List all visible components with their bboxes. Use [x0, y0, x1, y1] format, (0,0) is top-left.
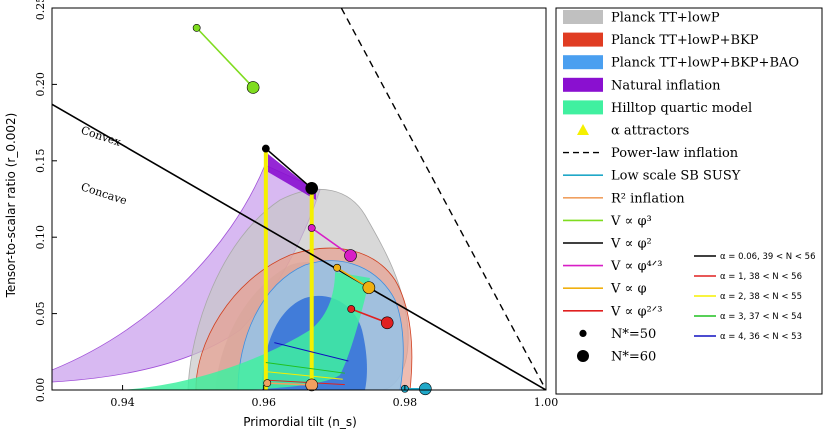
legend-dot-small	[579, 329, 587, 337]
x-axis-label: Primordial tilt (n_s)	[243, 415, 357, 429]
legend-item-v: V ∝ φ	[563, 282, 647, 297]
legend-label: Natural inflation	[611, 78, 721, 93]
line-r-2-inflation	[267, 382, 312, 386]
x-tick-label-1-00: 1.00	[534, 396, 559, 409]
series-lines	[52, 8, 546, 390]
marker-n50-5	[263, 379, 272, 388]
hilltop-quartic-band	[120, 272, 370, 390]
legend-item-planck-tt-lowp: Planck TT+lowP	[563, 10, 720, 26]
alpha-legend-item-0-06-39-n-56: α = 0.06, 39 < N < 56	[694, 252, 816, 262]
y-tick-label-0-15: 0.15	[34, 149, 47, 174]
legend-item-power-law-inflation: Power-law inflation	[563, 146, 739, 161]
y-tick-label-0-00: 0.00	[34, 378, 47, 403]
alpha-legend-label: α = 3, 37 < N < 54	[720, 312, 802, 322]
alpha-line-3-37-n-54	[265, 362, 345, 374]
legend-label: Power-law inflation	[611, 146, 739, 161]
legend-item-v: V ∝ φ³	[563, 214, 652, 229]
alpha-legend: α = 0.06, 39 < N < 56 α = 1, 38 < N < 56 α…	[694, 252, 816, 342]
legend-box	[555, 7, 823, 395]
alpha-legend-label: α = 4, 36 < N < 53	[720, 332, 802, 342]
alpha-legend-label: α = 1, 38 < N < 56	[720, 272, 802, 282]
marker-n60-0	[246, 81, 260, 94]
alpha-legend-label: α = 0.06, 39 < N < 56	[720, 252, 816, 262]
marker-n50-2	[307, 224, 316, 232]
y-tick-label-0-20: 0.20	[34, 72, 47, 97]
legend-label: V ∝ φ	[610, 282, 647, 297]
y-tick-label-0-10: 0.10	[34, 225, 47, 250]
legend-label: Planck TT+lowP	[611, 11, 720, 26]
y-axis: 0.00 0.05 0.10 0.15 0.20 0.25	[34, 0, 57, 402]
legend-item-planck-tt-lowp-bkp: Planck TT+lowP+BKP	[563, 32, 759, 48]
alpha-line-4-36-n-53	[274, 342, 349, 362]
legend-swatch	[563, 55, 603, 70]
alpha-legend-label: α = 2, 38 < N < 55	[720, 292, 802, 302]
legend-swatch	[563, 100, 603, 115]
legend-triangle	[577, 124, 589, 135]
legend-item-v: V ∝ φ²ᐟ³	[563, 304, 662, 319]
x-tick-label-0-94: 0.94	[110, 396, 135, 409]
legend-item-n-60: N*=60	[577, 350, 656, 365]
legend-swatch	[563, 10, 603, 24]
legend-item-attractors: α attractors	[577, 124, 689, 139]
alpha-legend-item-3-37-n-54: α = 3, 37 < N < 54	[694, 312, 802, 322]
legend-label: V ∝ φ⁴ᐟ³	[610, 259, 662, 274]
legend-label: α attractors	[611, 124, 689, 139]
legend-item-v: V ∝ φ²	[563, 237, 652, 252]
legend-label: N*=60	[611, 350, 656, 365]
legend-item-low-scale-sb-susy: Low scale SB SUSY	[563, 169, 741, 184]
marker-n60-2	[344, 249, 357, 262]
legend-item-hilltop-quartic-model: Hilltop quartic model	[563, 100, 752, 116]
markers-layer	[192, 23, 432, 396]
marker-n50-3	[333, 263, 342, 272]
legend-label: Planck TT+lowP+BKP	[611, 33, 759, 48]
marker-n60-3	[362, 281, 376, 294]
legend-item-n-50: N*=50	[579, 327, 656, 342]
marker-n50-4	[347, 305, 356, 313]
line-v-4-3	[311, 227, 351, 257]
alpha-legend-item-4-36-n-53: α = 4, 36 < N < 53	[694, 332, 802, 342]
plot-frame	[51, 7, 547, 391]
marker-n60-5	[305, 378, 319, 392]
marker-n50-0	[192, 23, 201, 32]
line-v-3	[196, 27, 254, 89]
marker-n60-6	[419, 382, 432, 396]
legend-swatch	[563, 77, 603, 92]
alpha-legend-item-2-38-n-55: α = 2, 38 < N < 55	[694, 292, 802, 302]
marker-n60-4	[380, 316, 394, 330]
line-power-law-inflation	[340, 8, 546, 390]
legend-item-planck-tt-lowp-bkp-bao: Planck TT+lowP+BKP+BAO	[563, 55, 799, 71]
x-axis: 0.94 0.96 0.98 1.00	[110, 385, 558, 409]
y-axis-label: Tensor-to-scalar ratio (r_0.002)	[4, 113, 18, 299]
y-tick-label-0-05: 0.05	[34, 301, 47, 326]
alpha-line-2-38-n-55	[265, 371, 343, 380]
contour-layer	[52, 148, 413, 390]
legend-item-natural-inflation: Natural inflation	[563, 77, 721, 93]
legend-swatch	[563, 32, 603, 47]
line-v-2-3	[350, 308, 388, 324]
legend: Planck TT+lowP Planck TT+lowP+BKP Planck T…	[563, 10, 799, 365]
natural-inflation-top	[268, 154, 316, 200]
legend-item-r-inflation: R² inflation	[563, 191, 685, 206]
legend-label: V ∝ φ²ᐟ³	[610, 304, 662, 319]
alpha-line-1-38-n-56	[265, 379, 345, 386]
legend-item-v: V ∝ φ⁴ᐟ³	[563, 259, 662, 274]
line-v-2	[265, 147, 313, 189]
alpha-legend-item-1-38-n-56: α = 1, 38 < N < 56	[694, 272, 802, 282]
legend-label: V ∝ φ²	[610, 237, 652, 252]
legend-dot-large	[577, 350, 589, 362]
legend-label: V ∝ φ³	[610, 214, 652, 229]
legend-label: N*=50	[611, 327, 656, 342]
marker-n50-1	[261, 144, 270, 153]
legend-label: Hilltop quartic model	[611, 101, 752, 116]
line-convex-concave-divider	[52, 103, 546, 390]
marker-n60-1	[305, 182, 319, 195]
y-tick-label-0-25: 0.25	[34, 0, 47, 20]
x-tick-label-0-98: 0.98	[393, 396, 418, 409]
legend-label: Low scale SB SUSY	[611, 169, 741, 184]
legend-label: Planck TT+lowP+BKP+BAO	[611, 56, 799, 71]
legend-label: R² inflation	[611, 191, 685, 206]
x-tick-label-0-96: 0.96	[251, 396, 276, 409]
